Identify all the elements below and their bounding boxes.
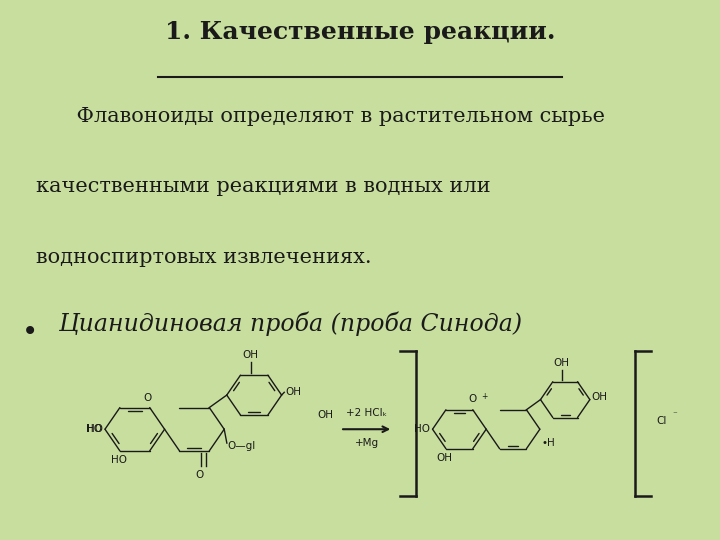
Text: OH: OH xyxy=(592,392,608,402)
Text: +: + xyxy=(482,393,487,401)
Text: Флавоноиды определяют в растительном сырье: Флавоноиды определяют в растительном сыр… xyxy=(50,107,606,126)
Text: O: O xyxy=(195,470,204,480)
Text: OH: OH xyxy=(285,387,301,397)
Text: OH: OH xyxy=(554,358,570,368)
Text: +Mg: +Mg xyxy=(354,437,379,448)
Text: качественными реакциями в водных или: качественными реакциями в водных или xyxy=(36,178,490,197)
Text: OH: OH xyxy=(436,453,452,463)
Text: ⁻: ⁻ xyxy=(672,410,678,420)
Text: HO: HO xyxy=(111,455,127,465)
Text: •: • xyxy=(22,318,38,346)
Text: Cl: Cl xyxy=(657,416,667,426)
Text: HO: HO xyxy=(87,424,103,434)
Text: +2 HClₖ: +2 HClₖ xyxy=(346,408,387,418)
Text: Цианидиновая проба (проба Синода): Цианидиновая проба (проба Синода) xyxy=(58,312,522,336)
Text: OH: OH xyxy=(317,410,333,420)
Text: O: O xyxy=(143,393,152,403)
Text: •H: •H xyxy=(542,438,556,448)
Text: OH: OH xyxy=(243,349,259,360)
Text: HO: HO xyxy=(86,424,102,434)
Text: HO: HO xyxy=(414,424,430,434)
Text: 1. Качественные реакции.: 1. Качественные реакции. xyxy=(165,20,555,44)
Text: O: O xyxy=(469,394,477,404)
Text: водноспиртовых извлечениях.: водноспиртовых извлечениях. xyxy=(36,248,372,267)
Text: O—gl: O—gl xyxy=(228,441,256,451)
